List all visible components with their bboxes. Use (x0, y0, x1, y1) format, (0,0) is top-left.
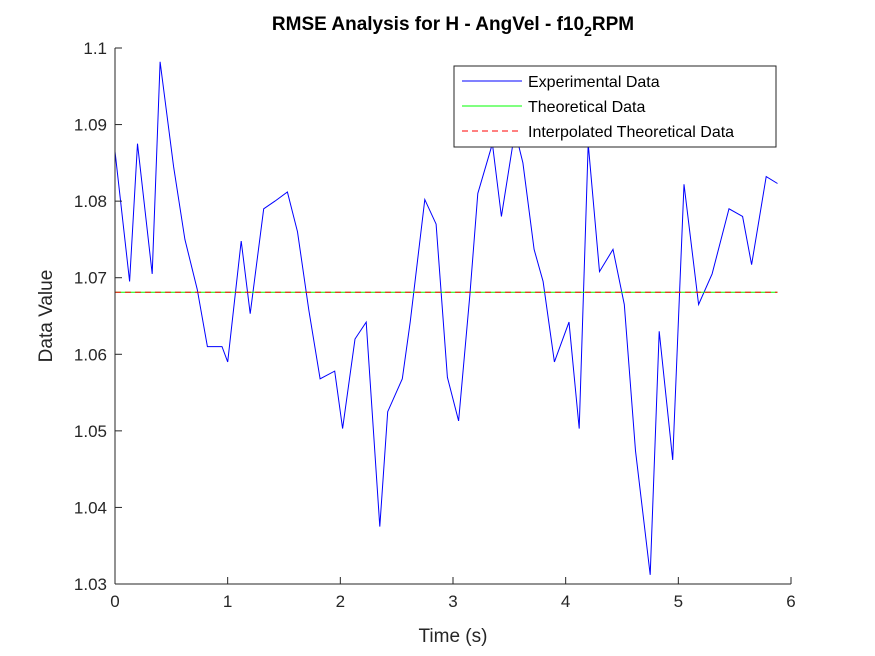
y-tick-label: 1.04 (74, 498, 107, 517)
y-tick-label: 1.08 (74, 192, 107, 211)
y-tick-label: 1.03 (74, 575, 107, 594)
y-tick-label: 1.1 (83, 39, 107, 58)
chart-title-suffix: RPM (592, 14, 634, 35)
x-axis-label: Time (s) (419, 626, 488, 647)
legend-entry-2: Interpolated Theoretical Data (528, 124, 734, 141)
x-tick-label: 6 (786, 592, 795, 611)
y-axis-label: Data Value (36, 270, 57, 363)
chart-title-main: RMSE Analysis for H - AngVel - f10 (272, 14, 584, 35)
x-tick-label: 5 (674, 592, 683, 611)
series-layer (114, 61, 778, 575)
y-tick-label: 1.09 (74, 116, 107, 135)
series-line-0 (114, 61, 778, 575)
x-tick-label: 0 (110, 592, 119, 611)
x-tick-label: 4 (561, 592, 570, 611)
chart-title-subscript: 2 (584, 23, 592, 39)
chart-title: RMSE Analysis for H - AngVel - f102RPM (272, 14, 634, 39)
legend-entry-0: Experimental Data (528, 74, 660, 91)
y-tick-label: 1.05 (74, 422, 107, 441)
x-tick-label: 3 (448, 592, 457, 611)
y-tick-label: 1.07 (74, 269, 107, 288)
axes-layer: 0 1 2 3 4 5 6 1.03 1.04 1.05 1.06 1.07 1.08 1.09 1.1 (74, 39, 796, 611)
y-tick-label: 1.06 (74, 345, 107, 364)
x-tick-label: 2 (336, 592, 345, 611)
x-tick-label: 1 (223, 592, 232, 611)
legend: Experimental Data Theoretical Data Interpo… (453, 65, 777, 148)
legend-entry-1: Theoretical Data (528, 99, 645, 116)
